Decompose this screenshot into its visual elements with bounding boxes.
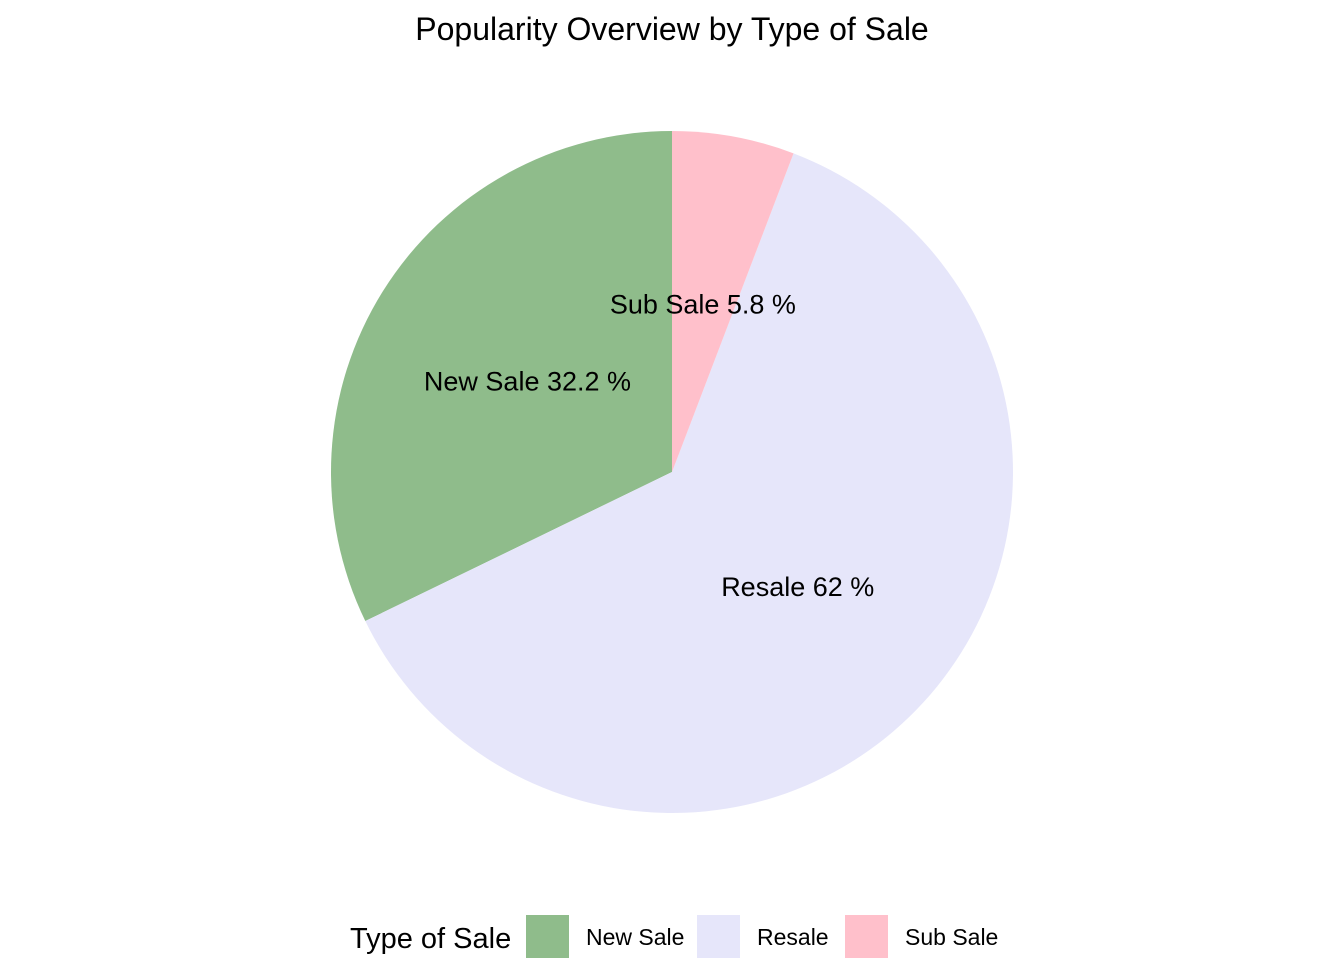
legend: Type of Sale New Sale Resale Sub Sale: [350, 915, 998, 958]
pie-label-new-sale: New Sale 32.2 %: [424, 367, 631, 397]
legend-label-sub-sale: Sub Sale: [905, 924, 998, 950]
pie-slice-resale: [365, 153, 1013, 814]
pie-slice-new-sale: [331, 131, 672, 622]
legend-label-resale: Resale: [757, 924, 829, 950]
pie-label-resale: Resale 62 %: [721, 572, 874, 602]
legend-key-sub-sale: [845, 915, 888, 958]
pie-slices: [331, 131, 1013, 814]
pie-labels: New Sale 32.2 % Resale 62 % Sub Sale 5.8 %: [424, 289, 874, 602]
legend-title: Type of Sale: [350, 923, 511, 955]
pie-slice-sub-sale: [672, 131, 794, 472]
pie-label-sub-sale: Sub Sale 5.8 %: [610, 289, 796, 319]
legend-key-new-sale: [526, 915, 569, 958]
legend-key-resale: [697, 915, 740, 958]
chart-title: Popularity Overview by Type of Sale: [415, 11, 928, 47]
legend-label-new-sale: New Sale: [586, 924, 684, 950]
